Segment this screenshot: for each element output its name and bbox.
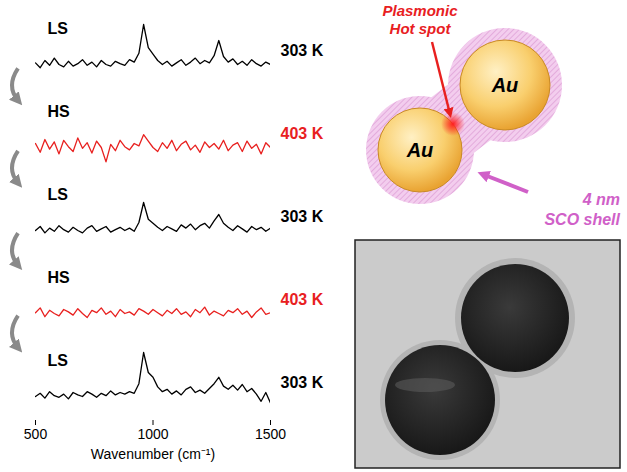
svg-text:LS: LS (48, 186, 69, 203)
svg-text:LS: LS (48, 352, 69, 369)
svg-text:403 K: 403 K (281, 291, 324, 308)
svg-text:500: 500 (24, 426, 48, 442)
svg-text:303 K: 303 K (281, 374, 324, 391)
svg-text:Plasmonic: Plasmonic (382, 2, 458, 19)
svg-text:Au: Au (406, 139, 434, 161)
svg-text:Wavenumber (cm⁻¹): Wavenumber (cm⁻¹) (91, 446, 215, 462)
svg-text:1000: 1000 (137, 426, 168, 442)
svg-text:LS: LS (48, 20, 69, 37)
svg-text:403 K: 403 K (281, 125, 324, 142)
svg-text:HS: HS (48, 269, 71, 286)
svg-text:HS: HS (48, 103, 71, 120)
svg-text:303 K: 303 K (281, 42, 324, 59)
svg-text:Au: Au (491, 74, 519, 96)
svg-text:4 nm: 4 nm (582, 191, 620, 208)
svg-text:1500: 1500 (255, 426, 286, 442)
svg-text:SCO shell: SCO shell (544, 211, 620, 228)
svg-text:Hot spot: Hot spot (390, 20, 452, 37)
svg-text:303 K: 303 K (281, 208, 324, 225)
